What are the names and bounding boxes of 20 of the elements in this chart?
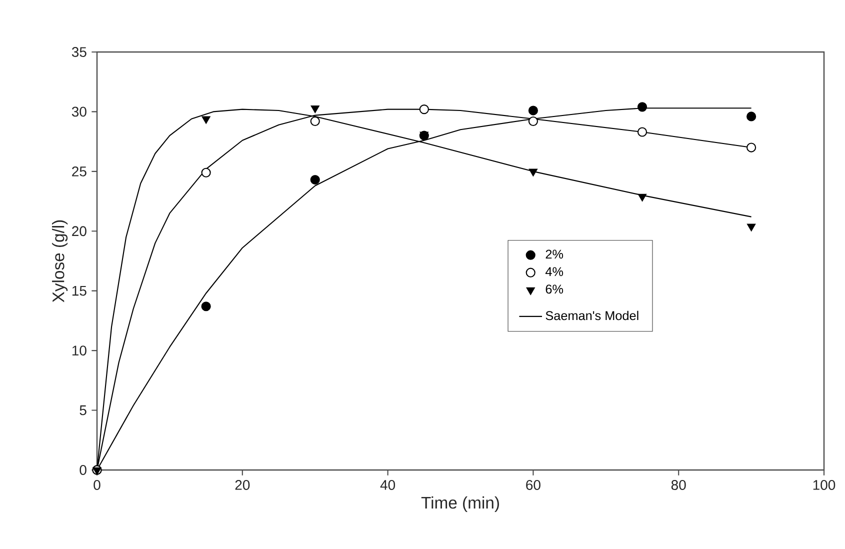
x-tick-label: 20 <box>235 480 250 490</box>
x-tick-label: 60 <box>526 480 540 490</box>
legend-label: 2% <box>546 250 564 259</box>
y-axis-title: Xylose (g/l) <box>52 220 68 302</box>
y-tick-label: 30 <box>72 106 86 117</box>
x-tick-label: 0 <box>94 480 100 490</box>
x-tick-label: 80 <box>671 480 686 490</box>
y-tick-label: 10 <box>72 346 86 356</box>
y-tick-label: 20 <box>72 226 86 236</box>
legend-label: Saeman's Model <box>546 310 638 320</box>
y-tick-label: 0 <box>80 465 86 475</box>
x-tick-label: 40 <box>380 480 396 490</box>
y-tick-label: 15 <box>72 286 86 296</box>
x-axis-title: Time (min) <box>421 496 499 512</box>
y-tick-label: 35 <box>72 47 86 57</box>
y-tick-label: 25 <box>72 166 86 176</box>
legend-label: 6% <box>546 284 564 294</box>
legend-label: 4% <box>545 267 564 276</box>
x-tick-label: 100 <box>813 480 836 490</box>
y-tick-label: 5 <box>80 405 86 416</box>
